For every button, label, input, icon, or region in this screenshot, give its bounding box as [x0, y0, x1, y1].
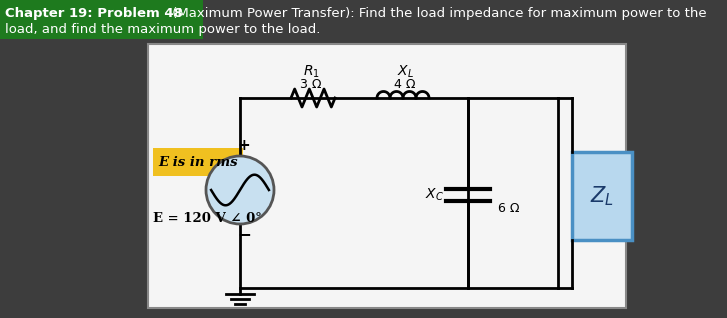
Text: E is in rms: E is in rms: [158, 156, 238, 169]
Circle shape: [206, 156, 274, 224]
Text: (Maximum Power Transfer): Find the load impedance for maximum power to the: (Maximum Power Transfer): Find the load …: [168, 6, 707, 19]
Text: $Z_L$: $Z_L$: [590, 184, 614, 208]
Text: Chapter 19: Problem 48: Chapter 19: Problem 48: [5, 6, 183, 19]
FancyBboxPatch shape: [148, 44, 626, 308]
FancyBboxPatch shape: [153, 148, 243, 176]
FancyBboxPatch shape: [572, 152, 632, 240]
Text: +: +: [238, 139, 250, 154]
Text: 4 Ω: 4 Ω: [394, 78, 416, 91]
Text: −: −: [237, 225, 251, 243]
Text: $X_L$: $X_L$: [396, 64, 414, 80]
Text: E = 120 V ∠ 0°: E = 120 V ∠ 0°: [153, 211, 262, 225]
Text: $R_1$: $R_1$: [302, 64, 319, 80]
Text: load, and find the maximum power to the load.: load, and find the maximum power to the …: [5, 24, 321, 37]
Text: 6 Ω: 6 Ω: [498, 203, 520, 216]
Text: $X_C$: $X_C$: [425, 187, 443, 203]
Text: 3 Ω: 3 Ω: [300, 78, 322, 91]
